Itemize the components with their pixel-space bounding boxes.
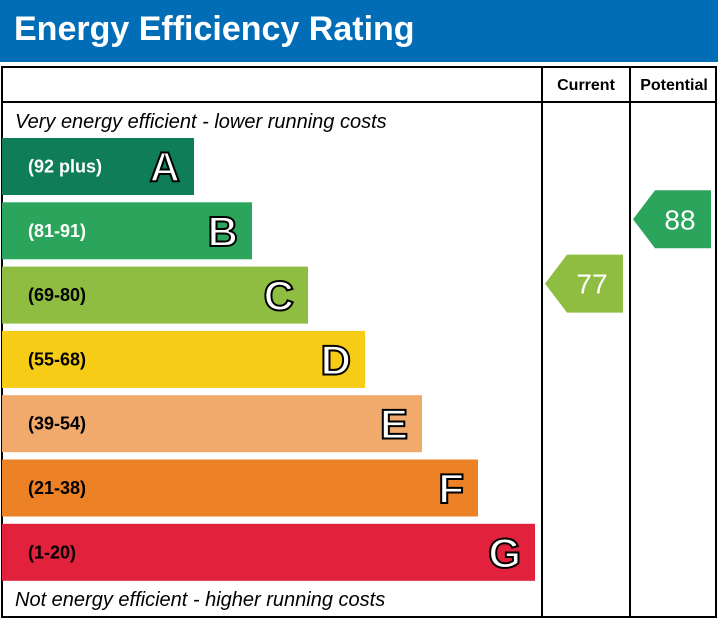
current-header: Current bbox=[557, 77, 615, 94]
band-bar bbox=[2, 459, 478, 517]
bottom-note: Not energy efficient - higher running co… bbox=[15, 589, 385, 611]
band-d: (55-68) D bbox=[2, 330, 365, 388]
current-rating-arrow-shape bbox=[545, 254, 623, 313]
current-rating-arrow: 77 bbox=[545, 254, 623, 313]
band-letter: G bbox=[488, 529, 521, 576]
band-range-label: (55-68) bbox=[28, 349, 86, 369]
band-bar bbox=[2, 266, 308, 324]
band-range-label: (39-54) bbox=[28, 414, 86, 434]
band-b: (81-91) B bbox=[2, 202, 252, 260]
potential-rating-arrow-shape bbox=[633, 190, 711, 249]
band-g: (1-20) G bbox=[2, 523, 535, 581]
band-bar bbox=[2, 395, 422, 453]
band-letter: E bbox=[380, 401, 408, 448]
band-letter: F bbox=[438, 465, 464, 512]
band-range-label: (21-38) bbox=[28, 478, 86, 498]
band-range-label: (1-20) bbox=[28, 542, 76, 562]
potential-header: Potential bbox=[640, 77, 708, 94]
top-note: Very energy efficient - lower running co… bbox=[15, 111, 387, 133]
band-f: (21-38) F bbox=[2, 459, 478, 517]
band-c: (69-80) C bbox=[2, 266, 308, 324]
band-range-label: (69-80) bbox=[28, 285, 86, 305]
band-letter: B bbox=[208, 208, 238, 255]
band-range-label: (81-91) bbox=[28, 221, 86, 241]
title-bar: Energy Efficiency Rating bbox=[0, 0, 718, 62]
band-letter: D bbox=[321, 336, 351, 383]
current-rating-arrow-value: 77 bbox=[576, 269, 607, 300]
band-range-label: (92 plus) bbox=[28, 157, 102, 177]
band-bar bbox=[2, 202, 252, 260]
band-bar bbox=[2, 330, 365, 388]
band-e: (39-54) E bbox=[2, 395, 422, 453]
band-letter: C bbox=[264, 272, 294, 319]
band-a: (92 plus) A bbox=[2, 138, 194, 195]
potential-rating-arrow-value: 88 bbox=[664, 204, 695, 235]
chart-title: Energy Efficiency Rating bbox=[14, 10, 415, 48]
potential-rating-arrow: 88 bbox=[633, 190, 711, 249]
band-letter: A bbox=[150, 144, 180, 191]
band-bar bbox=[2, 523, 535, 581]
band-bar bbox=[2, 138, 194, 195]
